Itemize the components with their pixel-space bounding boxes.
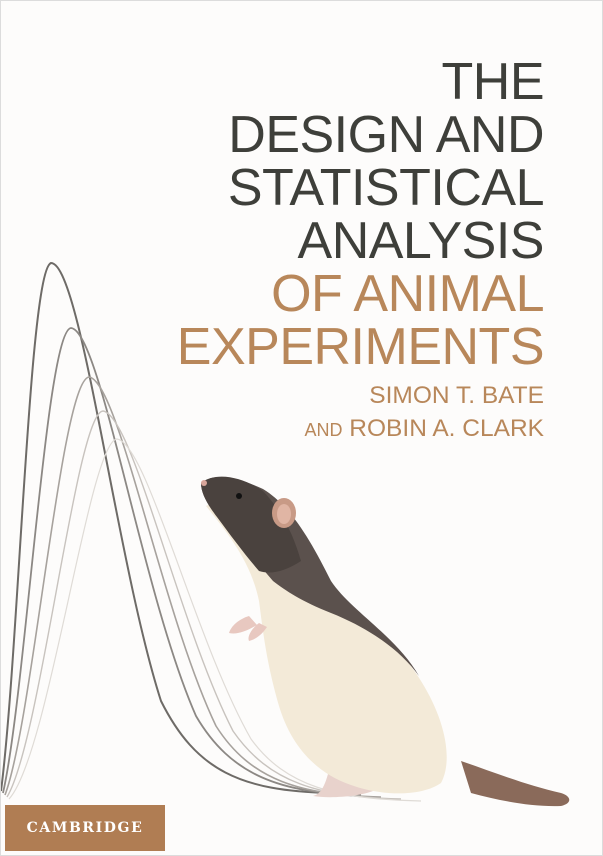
rat-front-paw — [229, 616, 257, 634]
title-line-3: STATISTICAL — [227, 159, 545, 217]
curve-4 — [6, 410, 402, 800]
author-1: SIMON T. BATE — [369, 382, 544, 409]
rat-eye — [236, 493, 242, 499]
title-line-5: OF ANIMAL — [271, 265, 544, 323]
author-and: AND — [304, 420, 343, 440]
author-2: ROBIN A. CLARK — [349, 415, 544, 442]
rat-tail — [461, 761, 570, 807]
authors: SIMON T. BATE AND ROBIN A. CLARK — [304, 379, 544, 447]
publisher-logo: CAMBRIDGE — [5, 805, 165, 851]
rat-body — [206, 501, 447, 794]
curve-5 — [8, 438, 422, 802]
book-title: THE DESIGN AND STATISTICAL ANALYSIS OF A… — [176, 53, 545, 376]
curve-2 — [2, 327, 362, 796]
curve-1 — [1, 261, 332, 794]
title-line-2: DESIGN AND — [228, 106, 544, 164]
publisher-name: CAMBRIDGE — [26, 820, 144, 836]
author-2-line: AND ROBIN A. CLARK — [304, 412, 544, 447]
title-line-4: ANALYSIS — [297, 212, 545, 270]
title-line-6: EXPERIMENTS — [176, 318, 545, 376]
title-line-1: THE — [441, 53, 545, 111]
